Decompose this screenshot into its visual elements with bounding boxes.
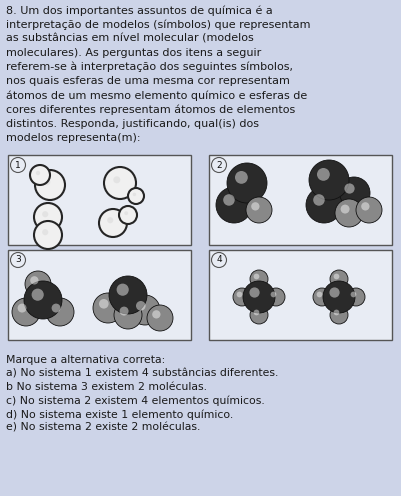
Text: 4: 4	[216, 255, 222, 264]
Circle shape	[267, 288, 285, 306]
Text: a) No sistema 1 existem 4 substâncias diferentes.: a) No sistema 1 existem 4 substâncias di…	[6, 369, 278, 378]
Text: e) No sistema 2 existe 2 moléculas.: e) No sistema 2 existe 2 moléculas.	[6, 423, 200, 433]
Circle shape	[107, 217, 113, 223]
Text: distintos. Responda, justificando, qual(is) dos: distintos. Responda, justificando, qual(…	[6, 119, 259, 128]
Text: referem-se à interpretação dos seguintes símbolos,: referem-se à interpretação dos seguintes…	[6, 62, 293, 72]
Circle shape	[93, 293, 123, 323]
Text: d) No sistema existe 1 elemento químico.: d) No sistema existe 1 elemento químico.	[6, 409, 233, 420]
Circle shape	[313, 194, 325, 206]
Circle shape	[313, 288, 331, 306]
Text: 2: 2	[216, 161, 222, 170]
FancyBboxPatch shape	[209, 250, 392, 340]
Circle shape	[344, 184, 354, 193]
Circle shape	[18, 304, 26, 312]
Circle shape	[46, 298, 74, 326]
Circle shape	[117, 284, 129, 296]
Circle shape	[249, 287, 259, 298]
Circle shape	[235, 171, 248, 184]
Circle shape	[44, 179, 50, 186]
Text: 3: 3	[15, 255, 21, 264]
Circle shape	[317, 168, 330, 181]
Text: moleculares). As perguntas dos itens a seguir: moleculares). As perguntas dos itens a s…	[6, 48, 261, 58]
Circle shape	[250, 306, 268, 324]
Circle shape	[361, 202, 369, 210]
Circle shape	[306, 187, 342, 223]
Circle shape	[24, 281, 62, 319]
Circle shape	[211, 158, 227, 173]
FancyBboxPatch shape	[209, 155, 392, 245]
Text: modelos representa(m):: modelos representa(m):	[6, 133, 140, 143]
Circle shape	[12, 298, 40, 326]
Circle shape	[52, 304, 61, 312]
Circle shape	[223, 194, 235, 206]
Circle shape	[36, 171, 40, 175]
Text: as substâncias em nível molecular (modelos: as substâncias em nível molecular (model…	[6, 33, 254, 44]
Circle shape	[347, 288, 365, 306]
Circle shape	[309, 160, 349, 200]
Text: nos quais esferas de uma mesma cor representam: nos quais esferas de uma mesma cor repre…	[6, 76, 290, 86]
Circle shape	[30, 276, 38, 285]
Circle shape	[350, 292, 356, 298]
Text: interpretação de modelos (símbolos) que representam: interpretação de modelos (símbolos) que …	[6, 19, 310, 30]
Circle shape	[99, 209, 127, 237]
Circle shape	[152, 310, 160, 318]
Circle shape	[356, 197, 382, 223]
Circle shape	[34, 203, 62, 231]
Circle shape	[271, 292, 276, 298]
Circle shape	[128, 188, 144, 204]
Circle shape	[42, 211, 48, 217]
Circle shape	[211, 252, 227, 267]
Circle shape	[136, 301, 146, 310]
Circle shape	[30, 165, 50, 185]
Circle shape	[317, 292, 322, 298]
Circle shape	[133, 192, 136, 196]
Circle shape	[335, 199, 363, 227]
Text: 1: 1	[15, 161, 21, 170]
Circle shape	[250, 270, 268, 288]
Circle shape	[253, 274, 259, 279]
Circle shape	[109, 276, 147, 314]
Circle shape	[114, 301, 142, 329]
Circle shape	[216, 187, 252, 223]
Circle shape	[42, 229, 48, 235]
Circle shape	[323, 281, 355, 313]
Circle shape	[10, 252, 26, 267]
Circle shape	[330, 306, 348, 324]
Circle shape	[340, 205, 350, 214]
Text: Marque a alternativa correta:: Marque a alternativa correta:	[6, 355, 165, 365]
Circle shape	[34, 221, 62, 249]
FancyBboxPatch shape	[8, 250, 191, 340]
Circle shape	[130, 295, 160, 325]
Circle shape	[147, 305, 173, 331]
Circle shape	[334, 310, 339, 315]
Circle shape	[330, 270, 348, 288]
Circle shape	[119, 307, 129, 315]
Circle shape	[246, 197, 272, 223]
Circle shape	[329, 287, 340, 298]
Text: c) No sistema 2 existem 4 elementos químicos.: c) No sistema 2 existem 4 elementos quím…	[6, 395, 265, 406]
Text: b No sistema 3 existem 2 moléculas.: b No sistema 3 existem 2 moléculas.	[6, 382, 207, 392]
Circle shape	[124, 211, 128, 215]
Circle shape	[35, 170, 65, 200]
Circle shape	[243, 281, 275, 313]
Circle shape	[251, 202, 259, 210]
Circle shape	[10, 158, 26, 173]
FancyBboxPatch shape	[8, 155, 191, 245]
Text: cores diferentes representam átomos de elementos: cores diferentes representam átomos de e…	[6, 104, 295, 115]
Circle shape	[227, 163, 267, 203]
Text: 8. Um dos importantes assuntos de química é a: 8. Um dos importantes assuntos de químic…	[6, 5, 273, 15]
Circle shape	[237, 292, 242, 298]
Circle shape	[233, 288, 251, 306]
Circle shape	[99, 299, 109, 309]
Circle shape	[119, 206, 137, 224]
Circle shape	[334, 274, 339, 279]
Circle shape	[338, 177, 370, 209]
Circle shape	[32, 289, 44, 301]
Circle shape	[253, 310, 259, 315]
Circle shape	[25, 271, 51, 297]
Circle shape	[113, 176, 120, 184]
Circle shape	[104, 167, 136, 199]
Text: átomos de um mesmo elemento químico e esferas de: átomos de um mesmo elemento químico e es…	[6, 90, 307, 101]
